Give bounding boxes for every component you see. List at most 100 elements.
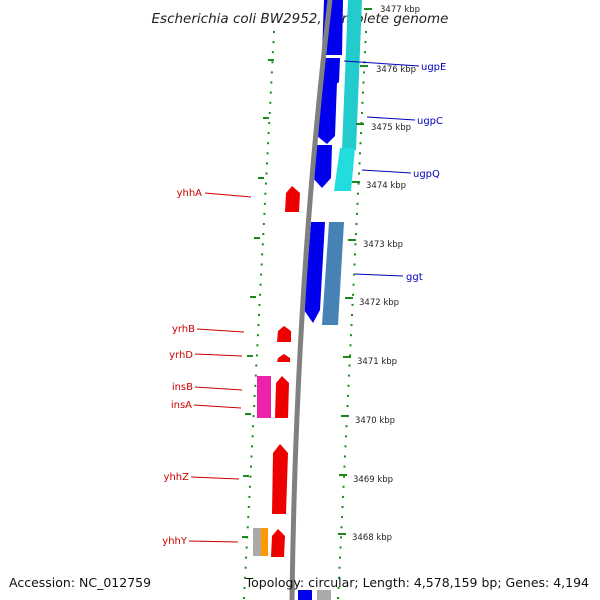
boundary-dot: [259, 293, 262, 296]
boundary-dot: [337, 586, 340, 589]
boundary-dot: [245, 556, 248, 559]
bottom-gray-gene-shape[interactable]: [317, 590, 331, 600]
gene-yrhB-shape[interactable]: [277, 326, 291, 342]
boundary-dot: [260, 263, 263, 266]
orange-small-gene-shape[interactable]: [261, 528, 268, 556]
boundary-dot: [360, 132, 362, 135]
boundary-dot: [268, 111, 271, 114]
boundary-dot: [270, 71, 273, 74]
boundary-dot: [340, 536, 342, 539]
boundary-dot: [341, 516, 343, 519]
gene-ugpQ-shape[interactable]: [313, 145, 332, 188]
left-gene-labels: yhhA yrhB yrhD insB insA yhhZ yhhY: [162, 188, 252, 547]
gene-yrhD-shape[interactable]: [277, 354, 290, 362]
leader-line: [366, 116, 416, 121]
forward-strand-genes: [298, 0, 362, 600]
boundary-dot: [273, 31, 275, 33]
boundary-dot: [243, 597, 245, 599]
boundary-dot: [269, 101, 272, 104]
gene-label-ugpQ[interactable]: ugpQ: [413, 169, 440, 180]
boundary-dot: [338, 576, 340, 579]
boundary-dot: [247, 516, 250, 519]
gene-label-yhhY[interactable]: yhhY: [162, 536, 188, 547]
gene-label-yrhB[interactable]: yrhB: [172, 324, 195, 335]
tick-label-3475: 3475 kbp: [371, 123, 411, 133]
boundary-dot: [253, 405, 256, 407]
boundary-dot: [348, 374, 350, 377]
gene-ggt-forward-shape[interactable]: [304, 222, 325, 323]
gene-insB-shape[interactable]: [257, 376, 271, 418]
boundary-dot: [261, 253, 264, 256]
boundary-dot: [271, 61, 274, 64]
leader-line: [194, 353, 243, 357]
cyan-gene-top-shape[interactable]: [342, 0, 362, 150]
boundary-dot: [358, 172, 360, 175]
leader-line: [196, 328, 245, 333]
right-gene-labels: ugpE ugpC ugpQ ggt: [343, 60, 446, 283]
boundary-dot: [356, 202, 359, 205]
gene-yhhY-shape[interactable]: [271, 529, 285, 557]
cyan-gene-bottom-shape[interactable]: [334, 148, 355, 191]
boundary-dot: [256, 334, 259, 337]
leader-line: [194, 386, 243, 391]
gene-ugpE-shape[interactable]: [321, 58, 340, 88]
tick-label-3474: 3474 kbp: [366, 181, 406, 191]
boundary-dot: [350, 334, 352, 337]
tick-label-3476: 3476 kbp: [376, 65, 416, 75]
gene-label-ugpC[interactable]: ugpC: [417, 116, 443, 127]
leader-line: [343, 60, 420, 67]
boundary-dot: [267, 142, 270, 145]
boundary-dot: [361, 111, 363, 114]
boundary-dot: [248, 495, 251, 498]
boundary-dot: [270, 81, 273, 84]
boundary-dot: [345, 435, 347, 438]
boundary-dot: [271, 51, 274, 54]
gene-insA-shape[interactable]: [275, 376, 289, 418]
gene-ggt-steel-shape[interactable]: [322, 222, 344, 325]
gene-label-insB[interactable]: insB: [172, 382, 193, 393]
boundary-dot: [364, 51, 366, 54]
boundary-dot: [355, 233, 357, 236]
leader-line: [204, 192, 252, 198]
tick-label-3468: 3468 kbp: [352, 533, 392, 543]
boundary-dot: [343, 475, 345, 478]
gene-yhhZ-shape[interactable]: [272, 444, 288, 514]
boundary-dot: [353, 273, 355, 276]
boundary-dot: [263, 202, 266, 205]
bottom-blue-gene-shape[interactable]: [298, 590, 312, 600]
gene-label-yhhZ[interactable]: yhhZ: [164, 472, 190, 483]
gene-ugpC-shape[interactable]: [317, 82, 337, 144]
boundary-dot: [351, 303, 354, 306]
gene-label-insA[interactable]: insA: [171, 400, 192, 411]
boundary-dot: [265, 182, 267, 185]
boundary-dot: [347, 394, 349, 397]
right-dotted-boundary: [337, 31, 367, 599]
boundary-dot: [342, 495, 344, 498]
boundary-dot: [262, 233, 265, 236]
boundary-dot: [359, 152, 361, 155]
gene-yhhA-shape[interactable]: [285, 186, 300, 212]
boundary-dot: [354, 253, 356, 256]
gene-label-ugpE[interactable]: ugpE: [421, 62, 446, 73]
gene-label-yhhA[interactable]: yhhA: [177, 188, 203, 199]
tick-label-3469: 3469 kbp: [353, 475, 393, 485]
gene-label-yrhD[interactable]: yrhD: [169, 350, 193, 361]
leader-line: [190, 476, 240, 480]
boundary-dot: [347, 384, 350, 387]
genome-summary-text: Topology: circular; Length: 4,578,159 bp…: [245, 575, 589, 590]
boundary-dot: [352, 293, 354, 296]
boundary-dot: [361, 101, 364, 104]
boundary-dot: [255, 354, 258, 357]
boundary-dot: [251, 445, 253, 448]
boundary-dot: [252, 415, 255, 418]
boundary-dot: [354, 243, 357, 246]
gene-label-ggt[interactable]: ggt: [406, 272, 423, 283]
boundary-dot: [267, 132, 270, 135]
boundary-dot: [362, 91, 364, 94]
boundary-dot: [265, 172, 268, 175]
boundary-dot: [358, 162, 361, 165]
gray-small-gene-shape[interactable]: [253, 528, 261, 556]
boundary-dot: [253, 394, 256, 397]
boundary-dot: [243, 586, 246, 589]
boundary-dot: [261, 243, 264, 246]
